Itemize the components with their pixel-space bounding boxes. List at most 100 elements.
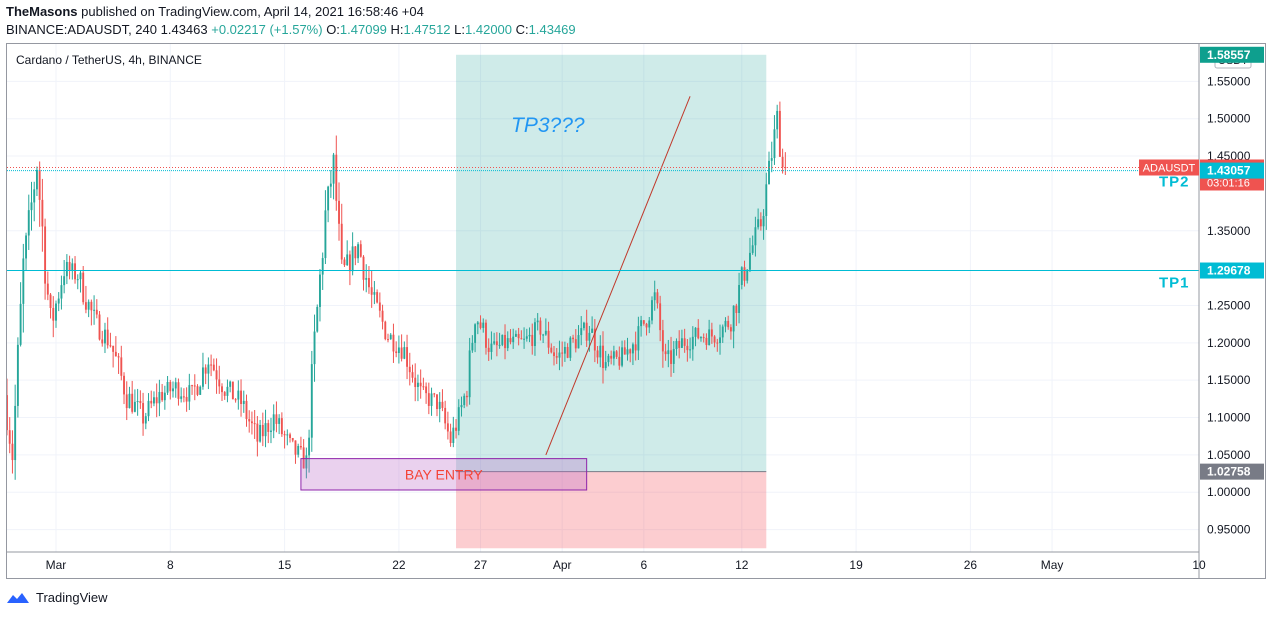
candle-body xyxy=(297,445,300,455)
close-label: C: xyxy=(515,22,529,37)
candle-body xyxy=(131,393,134,412)
time-tick-label: 27 xyxy=(474,558,488,572)
candle-body xyxy=(479,322,482,328)
candle-body xyxy=(14,405,17,461)
candle-body xyxy=(310,364,313,438)
candle-body xyxy=(142,403,145,424)
tp2-price-tag: 1.43057 xyxy=(1207,164,1251,178)
candle-body xyxy=(588,332,591,341)
candle-body xyxy=(735,305,738,313)
candle-body xyxy=(623,347,626,355)
candle-body xyxy=(373,292,376,295)
candle-body xyxy=(637,326,640,351)
candle-body xyxy=(430,393,433,406)
candle-body xyxy=(749,252,751,270)
candle-body xyxy=(512,336,515,343)
candle-body xyxy=(705,337,708,345)
candle-body xyxy=(112,345,115,352)
candle-body xyxy=(629,349,632,354)
candle-body xyxy=(155,397,158,404)
candle-body xyxy=(525,336,528,339)
candle-body xyxy=(476,322,479,325)
candle-body xyxy=(313,331,316,365)
candle-body xyxy=(384,321,387,340)
candle-body xyxy=(123,375,125,395)
candle-body xyxy=(721,326,724,338)
candle-body xyxy=(618,356,621,366)
candle-body xyxy=(376,292,379,303)
candle-body xyxy=(90,301,93,311)
candle-body xyxy=(694,327,697,337)
candle-body xyxy=(302,447,305,469)
candle-body xyxy=(621,347,624,366)
candle-body xyxy=(41,199,44,227)
candle-body xyxy=(93,309,96,311)
close-value: 1.43469 xyxy=(528,22,576,37)
candle-body xyxy=(661,330,664,352)
candle-body xyxy=(558,352,561,358)
candle-body xyxy=(544,330,547,335)
candle-body xyxy=(166,382,169,393)
candle-body xyxy=(520,338,523,340)
candle-body xyxy=(264,423,267,437)
tp3-label: TP3??? xyxy=(511,114,585,137)
candle-body xyxy=(438,401,441,409)
candle-body xyxy=(253,423,256,425)
candle-body xyxy=(487,347,490,352)
trend-line xyxy=(545,96,691,456)
publish-text: published on TradingView.com, April 14, … xyxy=(81,4,424,19)
candle-body xyxy=(411,372,414,378)
candle-body xyxy=(664,351,667,355)
candle-body xyxy=(324,210,327,259)
candle-body xyxy=(561,352,564,354)
price-chart[interactable]: BAY ENTRYTP3???TP1TP21.550001.500001.450… xyxy=(7,44,1265,578)
candle-body xyxy=(174,382,177,389)
candle-body xyxy=(365,278,368,280)
candle-body xyxy=(272,414,275,431)
candle-body xyxy=(191,385,194,387)
candle-body xyxy=(185,396,188,402)
candle-body xyxy=(223,392,226,396)
candle-body xyxy=(656,292,659,304)
candle-body xyxy=(482,322,485,328)
candle-body xyxy=(109,345,112,347)
candle-body xyxy=(740,267,743,285)
candle-body xyxy=(150,400,153,404)
candle-body xyxy=(136,400,139,402)
candle-body xyxy=(68,261,71,271)
candle-body xyxy=(79,272,82,280)
candle-body xyxy=(531,334,534,347)
high-label: H: xyxy=(390,22,404,37)
open-label: O: xyxy=(326,22,340,37)
symbol-info: BINANCE:ADAUSDT, 240 1.43463 +0.02217 (+… xyxy=(6,22,576,37)
candle-body xyxy=(210,364,213,366)
target-price-tag: 1.58557 xyxy=(1207,48,1251,62)
candle-body xyxy=(436,394,438,409)
candle-body xyxy=(672,348,675,364)
candle-body xyxy=(743,267,746,281)
candle-body xyxy=(104,329,106,344)
candle-body xyxy=(416,382,419,387)
price-tick-label: 0.95000 xyxy=(1207,523,1251,537)
candle-body xyxy=(381,310,384,322)
candle-body xyxy=(631,344,634,354)
chart-frame[interactable]: BAY ENTRY TP3??? TP1 TP2 1.55000 1.50000 1.450… xyxy=(6,43,1266,579)
candle-body xyxy=(144,416,147,424)
candle-body xyxy=(700,337,702,339)
price-tick-label: 1.05000 xyxy=(1207,448,1251,462)
candle-body xyxy=(572,337,575,340)
candle-body xyxy=(547,330,550,348)
candle-body xyxy=(114,351,117,357)
time-tick-label: 10 xyxy=(1192,558,1206,572)
candle-body xyxy=(498,344,501,346)
candle-body xyxy=(98,314,101,340)
candle-body xyxy=(708,329,711,345)
candle-body xyxy=(555,356,558,358)
candle-body xyxy=(316,306,319,332)
candle-body xyxy=(87,301,90,310)
candle-body xyxy=(691,336,694,350)
candle-body xyxy=(259,424,262,442)
candle-body xyxy=(229,381,232,387)
candle-body xyxy=(19,303,22,345)
candle-body xyxy=(784,167,787,169)
